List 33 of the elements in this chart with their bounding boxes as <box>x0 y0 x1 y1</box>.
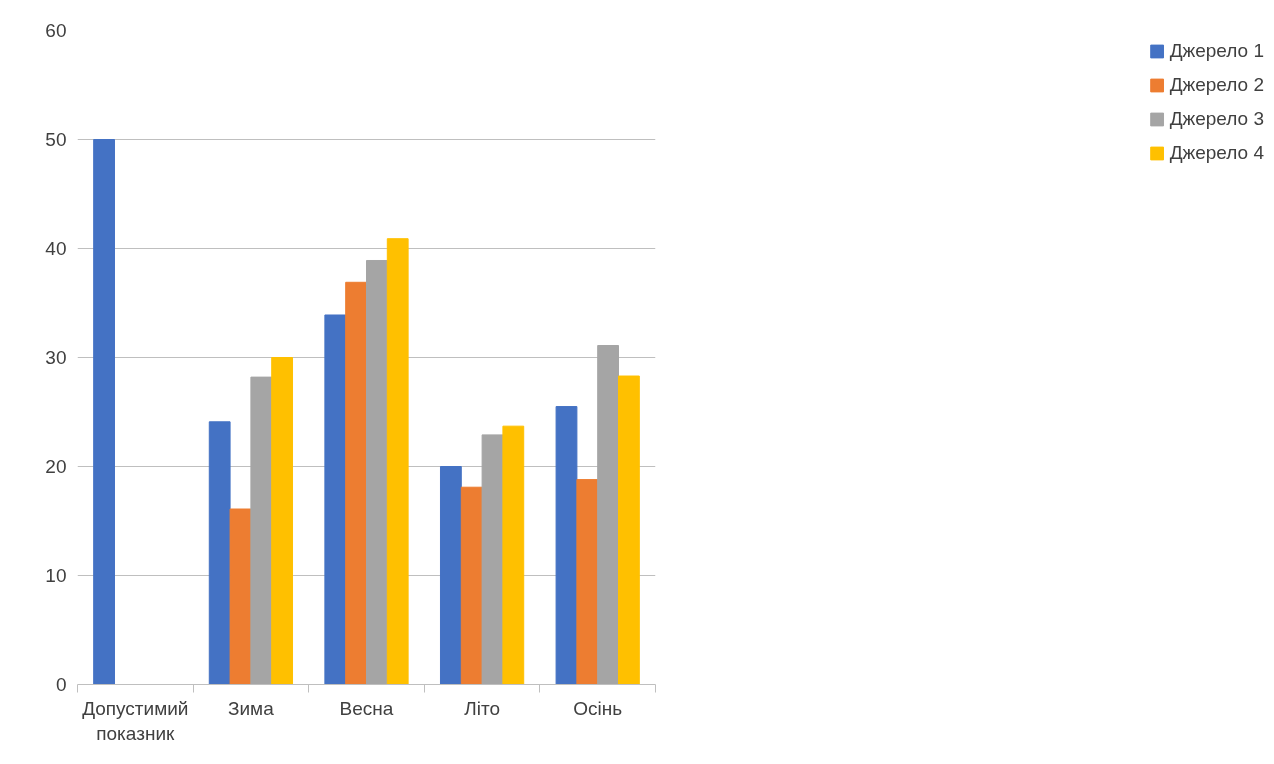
x-tick-label: Допустимий показник <box>82 697 189 744</box>
bar <box>250 376 273 685</box>
legend-label: Джерело 2 <box>1169 74 1264 96</box>
y-tick-label: 10 <box>45 565 67 586</box>
bar <box>208 421 231 685</box>
y-tick-label: 60 <box>45 20 67 41</box>
y-tick-label: 40 <box>45 238 67 259</box>
x-tick-label: Весна <box>339 697 394 719</box>
bar <box>345 281 367 685</box>
bar <box>618 375 640 685</box>
x-tick-label: Зима <box>228 697 275 719</box>
y-tick-label: 30 <box>45 347 67 368</box>
bar <box>555 406 578 685</box>
x-tick-label: Осінь <box>573 697 623 719</box>
y-tick-label: 20 <box>45 456 67 477</box>
bar <box>93 139 115 685</box>
legend-label: Джерело 3 <box>1169 108 1264 130</box>
bar <box>324 314 347 685</box>
bar <box>439 466 462 685</box>
bar <box>271 357 294 685</box>
bar <box>229 508 252 685</box>
bar <box>576 479 599 685</box>
bar <box>502 425 525 685</box>
legend-label: Джерело 1 <box>1169 40 1264 62</box>
bar <box>460 486 483 685</box>
x-tick-label: Літо <box>464 697 500 719</box>
legend-label: Джерело 4 <box>1169 142 1264 164</box>
y-tick-label: 0 <box>55 674 67 695</box>
y-tick-label: 50 <box>45 129 67 150</box>
bar <box>386 238 409 685</box>
bar <box>597 345 620 685</box>
bar <box>366 259 388 685</box>
bar <box>481 434 504 685</box>
